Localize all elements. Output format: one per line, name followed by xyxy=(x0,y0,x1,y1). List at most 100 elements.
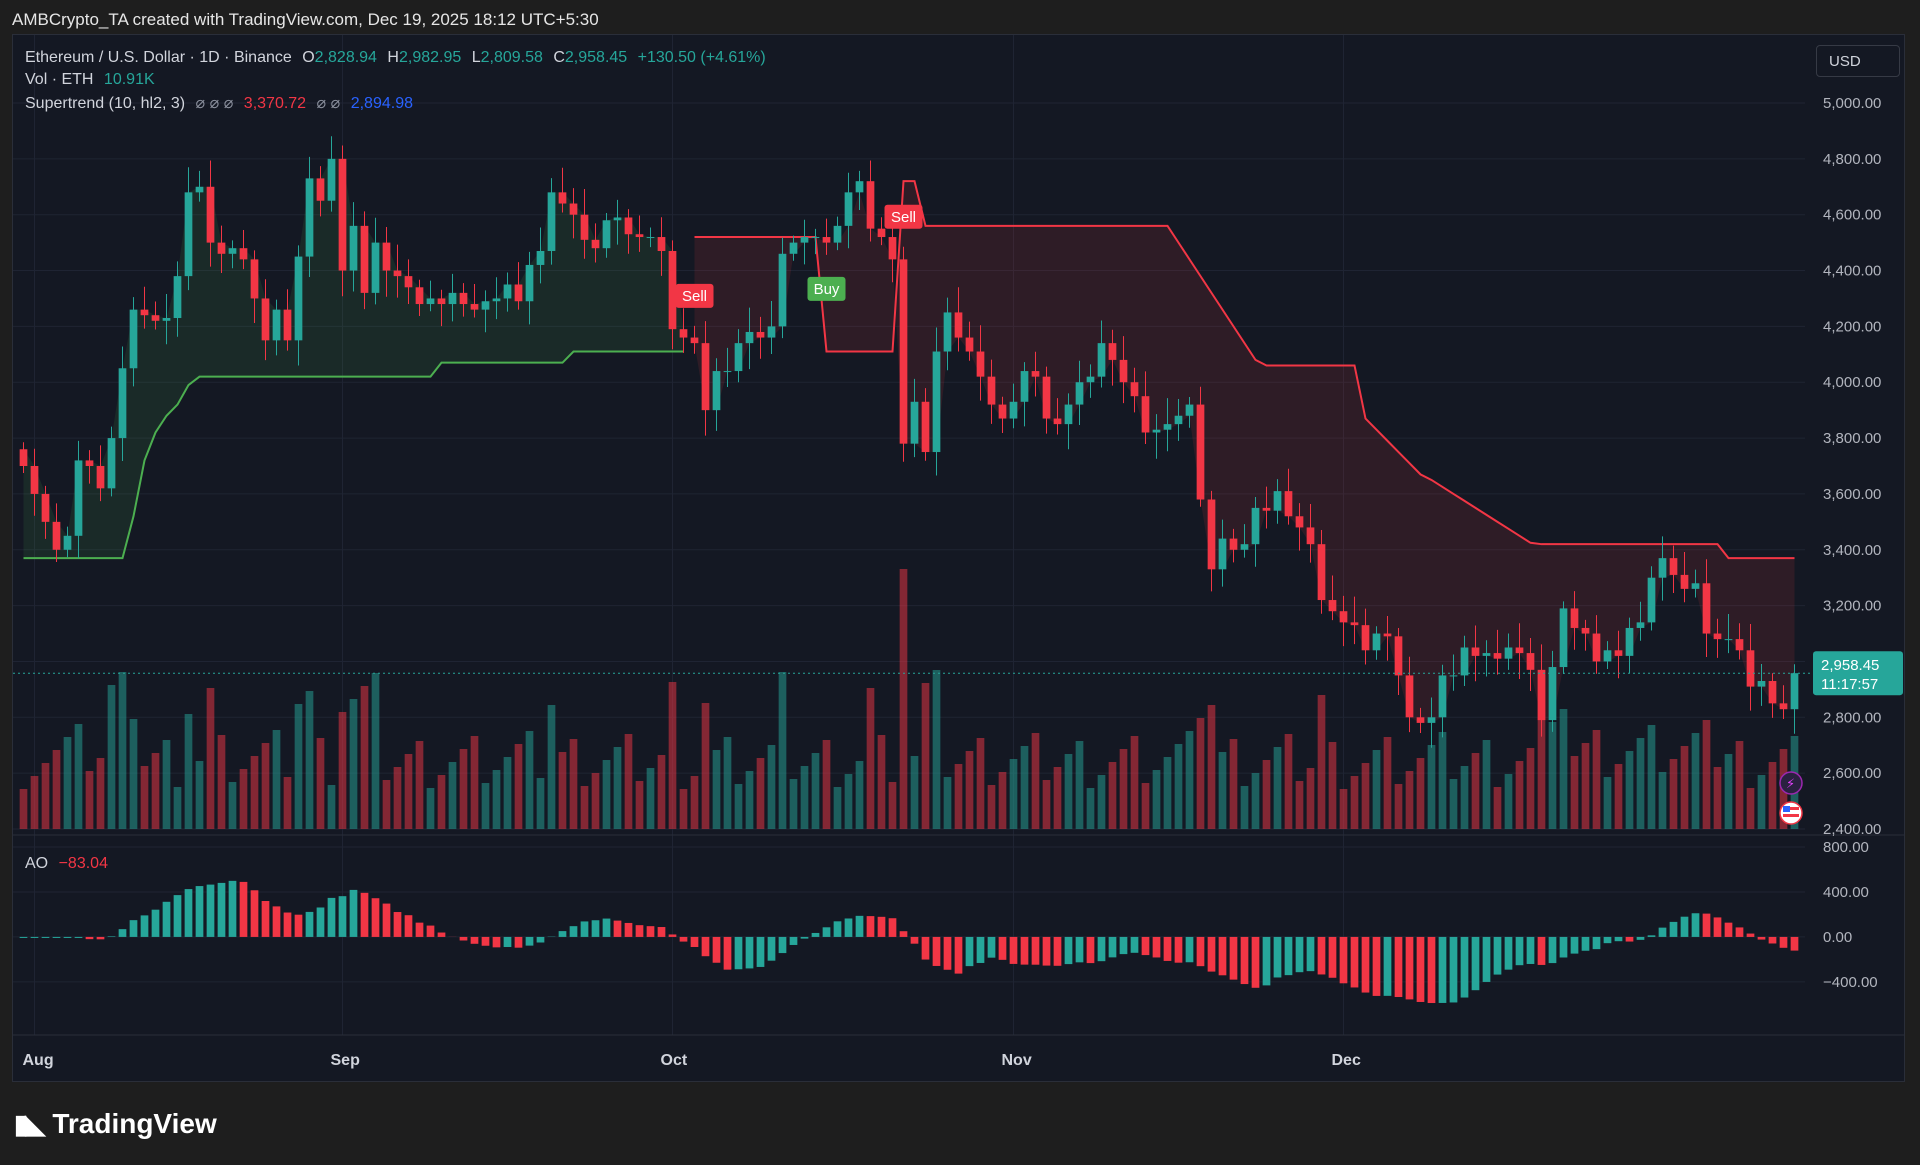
us-flag-stripe xyxy=(1783,807,1799,810)
volume-bar xyxy=(558,752,567,829)
candle-body xyxy=(206,186,215,243)
chart-frame[interactable]: Sell Buy Sell 5,000.00 4,800.00 4,600.00 4,400… xyxy=(12,34,1905,1082)
ao-bar xyxy=(1669,921,1678,937)
ao-bar xyxy=(371,898,380,937)
ao-bar xyxy=(1713,917,1722,937)
candle-body xyxy=(1086,376,1095,383)
candle-body xyxy=(569,203,578,215)
candle-body xyxy=(1449,675,1458,677)
ao-bar xyxy=(415,922,424,937)
candle-body xyxy=(415,287,424,305)
ao-bar xyxy=(558,931,567,937)
candle-body xyxy=(1152,429,1161,433)
volume-bar xyxy=(1086,788,1095,829)
ao-bar xyxy=(899,931,908,937)
candle-body xyxy=(679,329,688,338)
ao-bar xyxy=(1372,936,1381,996)
candle-body xyxy=(1592,633,1601,662)
candle-body xyxy=(1636,622,1645,628)
sell-signal: Sell xyxy=(884,204,923,229)
us-flag-stripe xyxy=(1783,814,1799,817)
ao-bar xyxy=(701,936,710,957)
supertrend-down-fill xyxy=(694,181,1795,723)
volume-bar xyxy=(789,779,798,829)
candle-body xyxy=(1262,507,1271,511)
volume-bar xyxy=(1361,763,1370,829)
ao-bar xyxy=(1449,936,1458,1003)
candle-body xyxy=(965,337,974,352)
volume-bar xyxy=(349,699,358,829)
ao-bar xyxy=(1086,936,1095,964)
ao-tick-label: 0.00 xyxy=(1823,929,1852,946)
signal-label: Buy xyxy=(814,281,840,298)
ao-axis: 800.00 400.00 0.00 −400.00 xyxy=(1823,839,1878,991)
volume-bar xyxy=(646,768,655,829)
ao-bar xyxy=(1482,936,1491,982)
volume-bar xyxy=(954,764,963,829)
ao-bar xyxy=(151,909,160,937)
price-tick-label: 2,400.00 xyxy=(1823,821,1881,838)
candle-body xyxy=(514,284,523,302)
volume-bar xyxy=(1350,776,1359,829)
ao-bar xyxy=(272,906,281,937)
volume-bar xyxy=(415,741,424,829)
volume-bar xyxy=(437,775,446,829)
volume-label: Vol · ETH xyxy=(25,71,94,88)
candle-body xyxy=(536,250,545,265)
volume-bar xyxy=(503,757,512,829)
volume-bar xyxy=(41,763,50,829)
ao-bar xyxy=(437,932,446,937)
ao-bar xyxy=(1625,936,1634,942)
ao-bar xyxy=(1526,936,1535,964)
ao-bar xyxy=(1130,936,1139,953)
volume-bar xyxy=(1394,784,1403,829)
candle-body xyxy=(668,250,677,330)
candle-body xyxy=(1680,574,1689,589)
ao-bar xyxy=(261,900,270,937)
candle-body xyxy=(1372,633,1381,651)
ao-bar xyxy=(1207,936,1216,972)
volume-bar xyxy=(63,737,72,829)
volume-bar xyxy=(866,688,875,829)
ao-bar xyxy=(712,936,721,963)
candle-body xyxy=(1515,647,1524,654)
candle-body xyxy=(30,466,39,494)
volume-bar xyxy=(1372,750,1381,829)
candle-body xyxy=(822,237,831,243)
candle-body xyxy=(789,242,798,254)
volume-bar xyxy=(1570,756,1579,829)
volume-bar xyxy=(404,754,413,829)
volume-bar xyxy=(536,778,545,829)
currency-selector[interactable]: USD xyxy=(1816,45,1900,77)
volume-bar xyxy=(1669,759,1678,829)
candle-body xyxy=(1625,627,1634,656)
candle-body xyxy=(1405,675,1414,718)
volume-bar xyxy=(327,785,336,829)
candle-body xyxy=(921,401,930,453)
supertrend-down-line xyxy=(694,180,1795,560)
volume-bar xyxy=(855,761,864,829)
candle-body xyxy=(1119,359,1128,383)
volume-bar xyxy=(1636,738,1645,829)
candle-body xyxy=(481,301,490,310)
ao-bar xyxy=(1196,936,1205,967)
ao-legend: AO −83.04 xyxy=(25,855,108,873)
candle-body xyxy=(1350,622,1359,626)
volume-bar xyxy=(635,781,644,829)
ao-bar xyxy=(140,915,149,937)
volume-bar xyxy=(1724,754,1733,829)
ao-bar xyxy=(1735,927,1744,937)
volume-bar xyxy=(613,747,622,829)
volume-bar xyxy=(1526,748,1535,829)
candle-body xyxy=(426,298,435,305)
candle-body xyxy=(635,234,644,238)
candle-body xyxy=(261,298,270,341)
time-tick-label: Sep xyxy=(331,1052,361,1069)
candle-body xyxy=(448,292,457,305)
candle-body xyxy=(272,309,281,341)
volume-bar xyxy=(173,787,182,829)
candle-body xyxy=(239,248,248,260)
volume-bar xyxy=(811,753,820,829)
volume-bar xyxy=(679,789,688,829)
chart-canvas[interactable]: Sell Buy Sell 5,000.00 4,800.00 4,600.00 4,400… xyxy=(13,35,1904,1081)
